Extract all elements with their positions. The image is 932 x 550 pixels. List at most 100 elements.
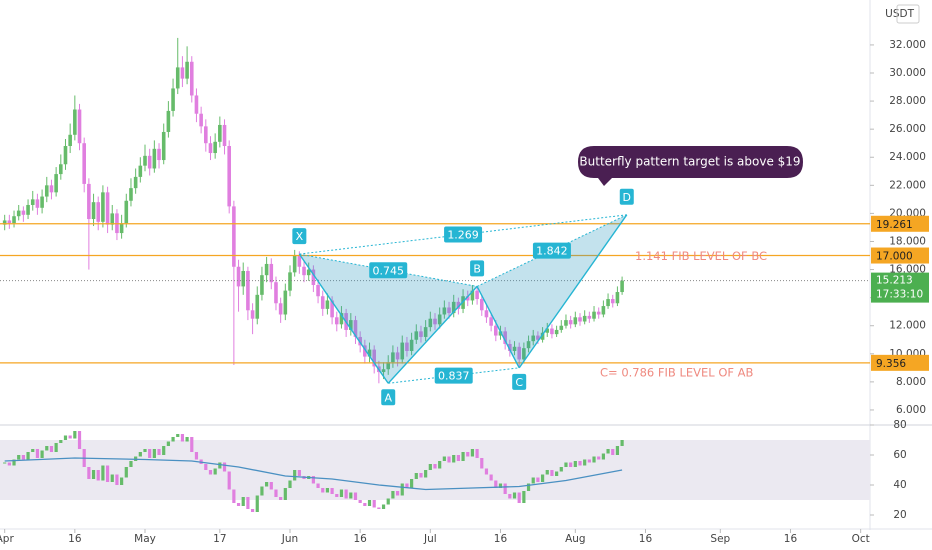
candle-body xyxy=(246,270,250,311)
candle-body xyxy=(96,202,101,222)
rsi-bar xyxy=(120,477,124,485)
ratio-label: 1.842 xyxy=(536,245,568,258)
rsi-bar xyxy=(124,467,128,478)
rsi-bar xyxy=(236,503,241,506)
annotation: C= 0.786 FIB LEVEL OF AB xyxy=(600,366,754,380)
rsi-ma-line xyxy=(4,457,623,491)
candle-body xyxy=(582,315,587,322)
rsi-bar xyxy=(274,489,278,497)
point-label: B xyxy=(473,262,481,275)
candle-body xyxy=(531,335,536,342)
rsi-bar xyxy=(564,462,568,467)
candle-body xyxy=(526,341,531,349)
rsi-bar xyxy=(152,449,156,458)
rsi-bar xyxy=(587,459,591,463)
candle-body xyxy=(124,200,129,224)
rsi-bar xyxy=(246,497,250,509)
rsi-bar xyxy=(615,446,620,455)
candle-body xyxy=(204,126,208,144)
rsi-bar xyxy=(442,456,446,461)
candle-body xyxy=(437,314,442,325)
point-label-box xyxy=(470,260,485,277)
y-tick-label: 26.000 xyxy=(889,123,926,135)
candle-body xyxy=(606,299,610,307)
candle-body xyxy=(44,185,49,197)
rsi-bar xyxy=(241,497,245,506)
candle-body xyxy=(564,320,568,326)
rsi-bar xyxy=(339,489,344,497)
candle-body xyxy=(91,202,96,220)
rsi-bar xyxy=(213,468,217,475)
candle-body xyxy=(334,317,339,325)
candle-body xyxy=(157,148,161,161)
candle-body xyxy=(447,307,451,314)
candle-body xyxy=(161,131,166,161)
candle-body xyxy=(138,165,143,177)
rsi-bar xyxy=(367,500,372,506)
rsi-bar xyxy=(447,456,451,463)
rsi-bar xyxy=(250,509,255,512)
rsi-bar xyxy=(293,470,297,481)
candle-body xyxy=(269,263,274,283)
x-tick-label: 16 xyxy=(68,533,82,545)
rsi-bar xyxy=(49,446,54,452)
rsi-bar xyxy=(208,470,213,475)
candle-body xyxy=(540,332,545,340)
candle-body xyxy=(189,61,194,96)
rsi-bar xyxy=(227,471,231,490)
rsi-bar xyxy=(466,452,470,457)
candle-body xyxy=(241,270,246,287)
rsi-bar xyxy=(176,434,180,437)
rsi-bar xyxy=(461,452,465,461)
candle-body xyxy=(236,266,241,287)
candle-body xyxy=(147,155,152,169)
x-tick-label: 17 xyxy=(213,533,226,545)
rsi-bar xyxy=(77,431,82,449)
y-tick-label: 28.000 xyxy=(889,95,926,107)
y-tick-label: 18.000 xyxy=(889,235,926,247)
rsi-bar xyxy=(573,461,577,467)
point-label: D xyxy=(623,191,631,204)
rsi-bar xyxy=(484,468,489,475)
candle-body xyxy=(166,110,171,132)
candle-body xyxy=(16,210,21,217)
rsi-bar xyxy=(555,471,559,476)
rsi-bar xyxy=(353,492,358,500)
candle-body xyxy=(73,109,77,135)
pattern-leg xyxy=(298,253,389,384)
rsi-bar xyxy=(157,449,161,455)
candle-body xyxy=(596,311,601,315)
rsi-bar xyxy=(129,461,133,467)
rsi-bar xyxy=(31,449,35,452)
rsi-bar xyxy=(73,431,77,439)
rsi-bar xyxy=(91,470,96,479)
rsi-bar xyxy=(381,504,386,509)
rsi-bar xyxy=(279,497,283,500)
x-tick-label: 16 xyxy=(784,533,798,545)
x-tick-label: Jun xyxy=(281,533,298,545)
rsi-bar xyxy=(559,467,563,472)
level-axis-label: 9.356 xyxy=(876,358,906,370)
candle-body xyxy=(489,317,493,326)
candle-body xyxy=(21,210,26,215)
candle-body xyxy=(330,300,334,318)
rsi-bar xyxy=(583,459,587,466)
candle-body xyxy=(208,143,213,154)
candle-body xyxy=(49,185,54,193)
candle-body xyxy=(152,148,157,169)
rsi-bar xyxy=(428,464,432,470)
candle-body xyxy=(400,342,405,360)
rsi-bar xyxy=(470,449,475,457)
currency-label: USDT xyxy=(885,8,914,20)
y-tick-label: 22.000 xyxy=(889,179,926,191)
rsi-bar xyxy=(438,461,442,469)
candle-body xyxy=(517,346,521,360)
rsi-bar xyxy=(456,455,460,461)
candle-body xyxy=(194,95,199,114)
rsi-bar xyxy=(452,455,456,463)
callout-text: Butterfly pattern target is above $19 xyxy=(579,155,800,169)
candle-body xyxy=(349,320,353,330)
candle-body xyxy=(610,299,615,304)
rsi-bar xyxy=(363,503,367,506)
candle-body xyxy=(283,290,288,315)
